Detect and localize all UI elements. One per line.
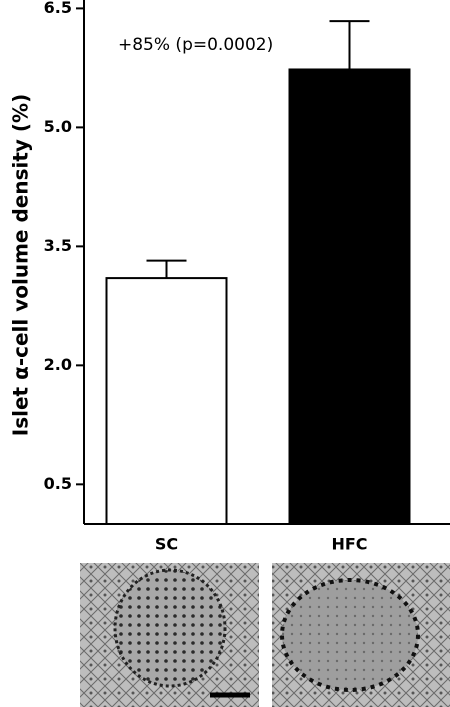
y-tick-label: 5.0 [44,117,72,136]
bar [105,277,228,525]
x-tick-label: SC [155,535,178,554]
annotation: +85% (p=0.0002) [118,35,273,55]
y-axis-label: Islet α-cell volume density (%) [9,94,33,436]
y-tick-label: 0.5 [44,474,72,493]
y-tick-label: 2.0 [44,355,72,374]
x-tick-label: HFC [331,535,367,554]
islet-hfc [280,578,420,692]
bar [288,68,411,526]
y-tick-label: 3.5 [44,236,72,255]
micrographs [80,563,450,707]
islet-sc [113,568,227,688]
y-tick-label: 6.5 [44,0,72,17]
